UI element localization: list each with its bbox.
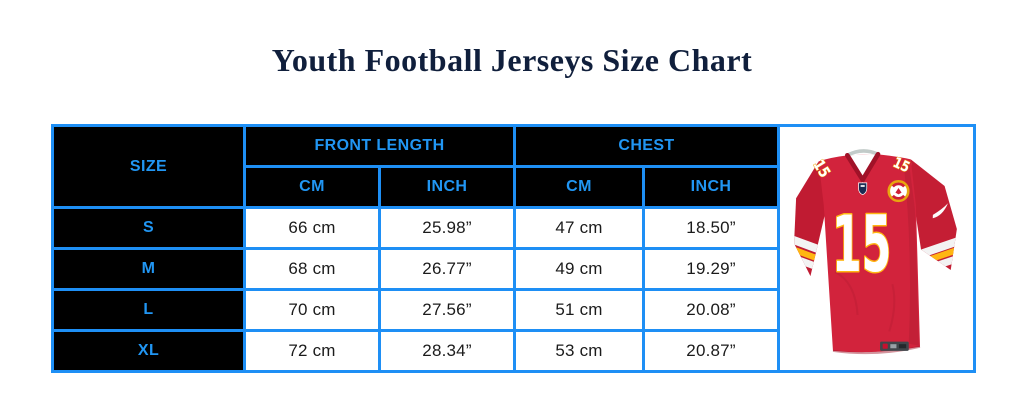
size-label: M [51, 247, 246, 291]
table-row-m: M 68 cm 26.77” 49 cm 19.29” [51, 247, 975, 291]
front-inch-value: 25.98” [378, 206, 516, 250]
front-cm-value: 66 cm [243, 206, 381, 250]
nike-swoosh-icon [932, 202, 948, 218]
nfl-shield-icon [857, 182, 867, 195]
col-header-chest-inch: INCH [642, 165, 780, 209]
chest-inch-value: 19.29” [642, 247, 780, 291]
chest-inch-value: 20.08” [642, 288, 780, 332]
size-label: L [51, 288, 246, 332]
chest-cm-value: 49 cm [513, 247, 645, 291]
jersey-image-cell: 15 15 15 [777, 124, 976, 373]
chest-cm-value: 47 cm [513, 206, 645, 250]
chest-inch-value: 20.87” [642, 329, 780, 373]
front-inch-value: 27.56” [378, 288, 516, 332]
col-header-chest-cm: CM [513, 165, 645, 209]
col-header-front-inch: INCH [378, 165, 516, 209]
col-header-front-cm: CM [243, 165, 381, 209]
chest-inch-value: 18.50” [642, 206, 780, 250]
chest-cm-value: 51 cm [513, 288, 645, 332]
shoulder-number-right: 15 [890, 154, 911, 175]
chest-cm-value: 53 cm [513, 329, 645, 373]
header-row-2: CM INCH CM INCH [53, 165, 975, 209]
col-header-size: SIZE [51, 124, 246, 209]
jersey-number: 15 [831, 199, 890, 289]
size-label: XL [51, 329, 246, 373]
header-row-1: SIZE FRONT LENGTH CHEST [51, 124, 976, 373]
front-cm-value: 68 cm [243, 247, 381, 291]
jersey-image: 15 15 15 [793, 148, 957, 354]
jock-tag [879, 341, 909, 351]
col-header-chest: CHEST [513, 124, 780, 168]
front-cm-value: 70 cm [243, 288, 381, 332]
table-row-l: L 70 cm 27.56” 51 cm 20.08” [51, 288, 975, 332]
front-cm-value: 72 cm [243, 329, 381, 373]
table-row-xl: XL 72 cm 28.34” 53 cm 20.87” [51, 329, 975, 373]
front-inch-value: 28.34” [378, 329, 516, 373]
jersey-collar [844, 148, 880, 183]
table-row-s: S 66 cm 25.98” 47 cm 18.50” [51, 206, 975, 250]
chiefs-logo-patch [886, 179, 910, 202]
page-title: Youth Football Jerseys Size Chart [271, 42, 753, 78]
col-header-front-length: FRONT LENGTH [243, 124, 516, 168]
size-chart-table: SIZE FRONT LENGTH CHEST [51, 124, 976, 373]
size-label: S [51, 206, 246, 250]
front-inch-value: 26.77” [378, 247, 516, 291]
jersey-torso [818, 153, 920, 354]
